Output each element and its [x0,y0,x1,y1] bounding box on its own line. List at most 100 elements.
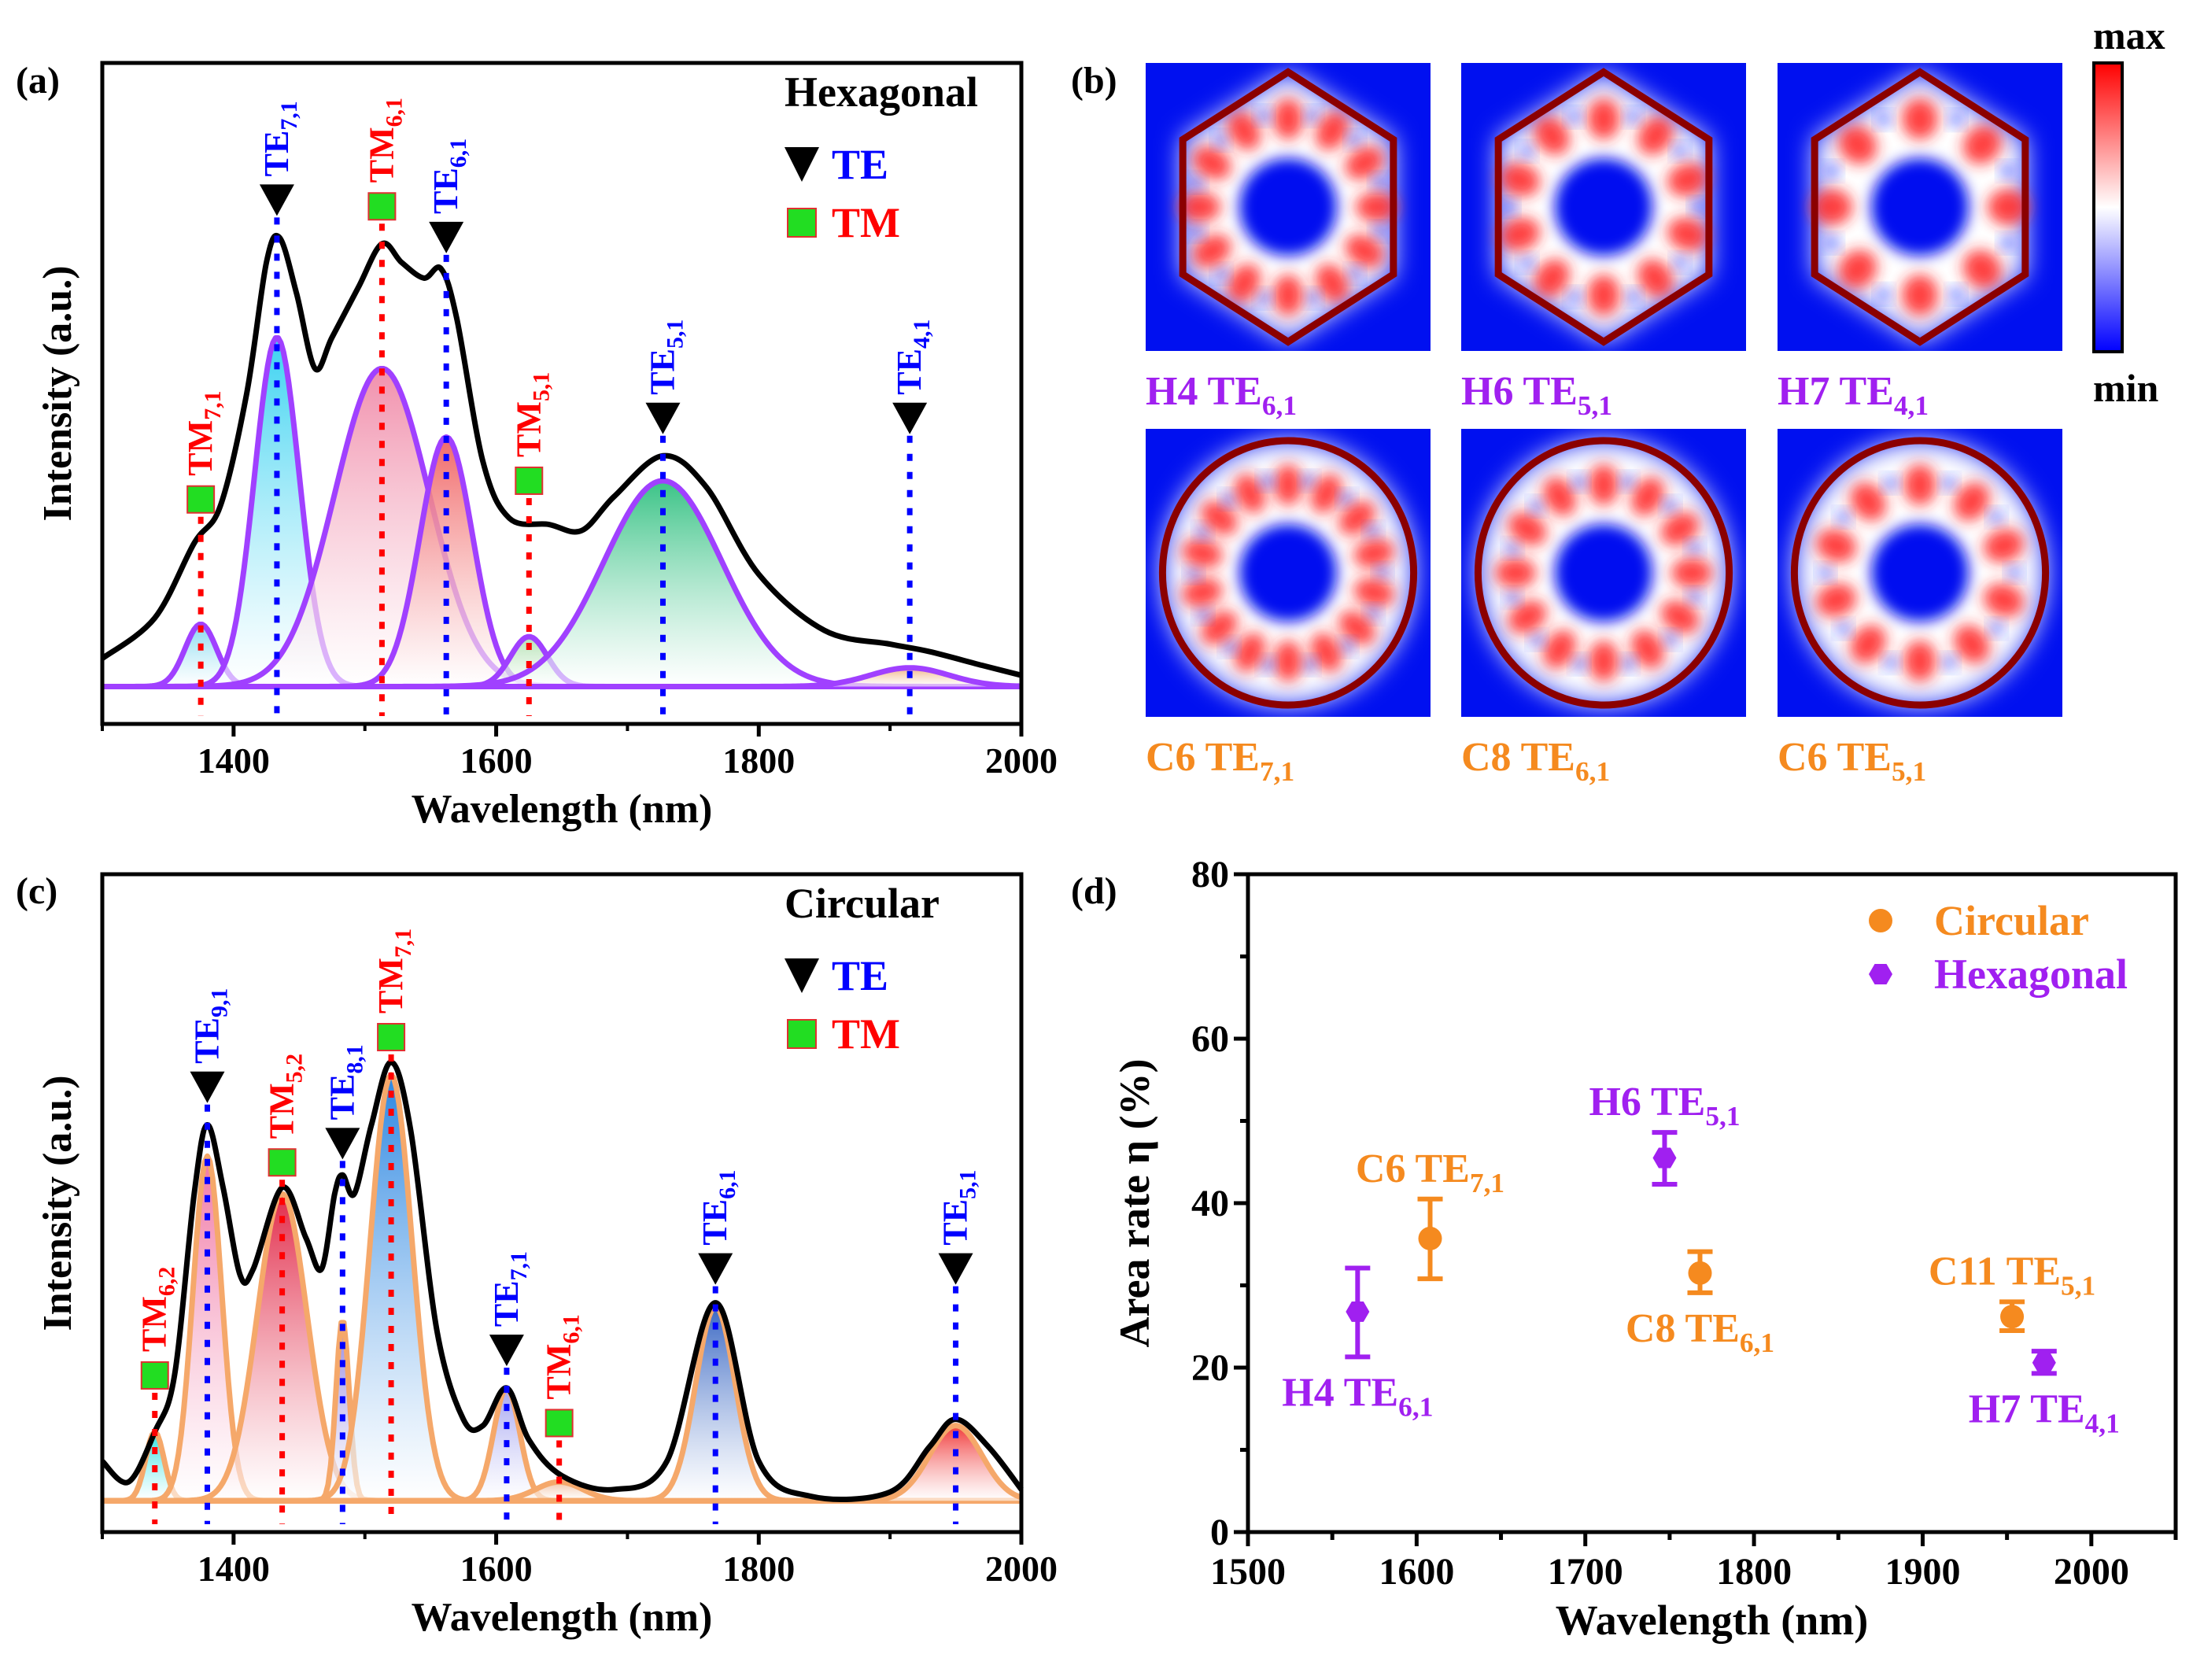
field-node [1688,591,1701,604]
field-center [1239,524,1337,622]
peak-label-TM-6,1: TM6,1 [540,1314,585,1399]
tm-square-marker [367,192,397,221]
field-node [1191,175,1204,189]
field-node [1572,475,1586,489]
field-lobe [1508,511,1547,546]
field-node [1302,474,1316,488]
field-lobe [1353,578,1394,607]
field-lobe [1345,234,1384,268]
mode-label: H6 TE5,1 [1461,369,1612,421]
mode-label: H4 TE6,1 [1146,369,1297,421]
field-node [1567,290,1581,304]
field-lobe [1667,163,1708,197]
field-node [1257,109,1270,123]
peak-label-TE-8,1: TE8,1 [323,1044,367,1120]
peak-label-TM-6,2-subscript: 6,2 [154,1267,180,1296]
legend-te-label: TE [832,141,888,188]
point-label: C8 TE6,1 [1626,1306,1774,1358]
mode-label-main: H4 TE [1146,369,1262,414]
mode-profile-C8-TE6,1 [1461,429,1746,717]
point-label-subscript: 6,1 [1398,1390,1433,1422]
x-tick-label: 1400 [198,740,270,781]
tm-square-marker [545,1409,574,1438]
field-node [1626,110,1640,124]
field-lobe [1637,116,1674,155]
field-node [1530,500,1544,513]
peak-label-TE-7,1-subscript: 7,1 [276,101,302,130]
peak-label-TE-4,1: TE4,1 [890,319,935,395]
field-lobe [1227,111,1261,150]
peak-label-TE-6,1-subscript: 6,1 [445,138,471,168]
field-node [1215,134,1228,147]
field-lobe [1587,275,1620,316]
legend-te-label: TE [832,952,888,999]
data-point-hexagonal [1346,1301,1370,1322]
field-lobe [1850,482,1886,521]
peak-label-TE-6,1-main: TE [426,168,465,214]
peak-label-TM-6,2-main: TM [135,1296,174,1352]
field-node [1949,113,1962,127]
field-lobe [1338,611,1375,645]
field-center [1239,158,1337,256]
field-lobe [1201,611,1238,645]
mode-label-main: C8 TE [1461,735,1575,780]
peak-label-TM-6,1-main: TM [540,1344,578,1400]
te-triangle-marker [190,1071,225,1103]
field-node [1622,657,1635,670]
field-node [1520,145,1534,158]
peak-label-TM-6,1-subscript: 6,1 [559,1314,585,1343]
field-lobe [1499,217,1541,251]
data-point-hexagonal [1652,1147,1677,1169]
mode-label-main: H7 TE [1778,369,1894,414]
peak-label-TE-8,1-main: TE [323,1074,361,1121]
field-node [1506,541,1519,555]
peak-label-TE-8,1-subscript: 8,1 [341,1044,367,1073]
field-node [1837,511,1850,524]
point-label: H4 TE6,1 [1282,1370,1433,1422]
mode-label: H7 TE4,1 [1778,369,1929,421]
field-node [1348,134,1361,147]
point-label-subscript: 7,1 [1470,1167,1504,1198]
hexagon-boundary [1494,68,1713,346]
peak-label-TE-7,1: TE7,1 [487,1251,532,1327]
peak-label-TM-5,1-subscript: 5,1 [528,372,554,401]
point-label-main: H6 TE [1589,1080,1705,1124]
colorbar-max-label: max [2093,13,2165,57]
field-lobe [1630,477,1665,516]
fit-fill-TM-5,2 [102,1194,1021,1501]
x-tick-label: 1600 [460,740,533,781]
measured-spectrum-line [100,1059,1024,1502]
field-node [2000,164,2014,178]
legend-te-triangle-icon [785,147,819,182]
x-tick-label: 1500 [1210,1551,1286,1593]
field-lobe [1345,146,1384,180]
field-node [1837,622,1850,635]
field-node [1348,267,1361,280]
point-label: C6 TE7,1 [1356,1146,1504,1198]
field-lobe [1542,477,1577,516]
field-node [1692,201,1704,213]
field-lobe [1903,641,1936,681]
mode-profiles: H4 TE6,1 H6 TE5,1 H7 TE4,1C6 TE7,1 C8 TE6,1… [1146,13,2165,787]
field-lobe [1234,633,1266,672]
mode-field [1146,63,1431,351]
field-lobe [1273,641,1303,681]
peak-label-TM-6,2: TM6,2 [135,1267,180,1352]
x-tick-label: 2000 [985,740,1058,781]
y-tick-label: 40 [1191,1183,1229,1224]
field-lobe [1356,191,1397,223]
field-lobe [1902,275,1938,316]
field-lobe [1234,474,1266,513]
field-lobe [1310,474,1342,513]
fit-fill-TE-5,1 [102,481,1021,687]
mode-label: C6 TE5,1 [1778,735,1926,787]
x-tick-label: 2000 [985,1549,1058,1589]
mode-field [1461,429,1746,717]
mode-label: C6 TE7,1 [1146,735,1294,787]
peak-label-TM-5,1-main: TM [509,401,548,457]
field-node [1372,225,1386,238]
point-label-main: H4 TE [1282,1370,1398,1415]
field-lobe [1273,464,1303,505]
